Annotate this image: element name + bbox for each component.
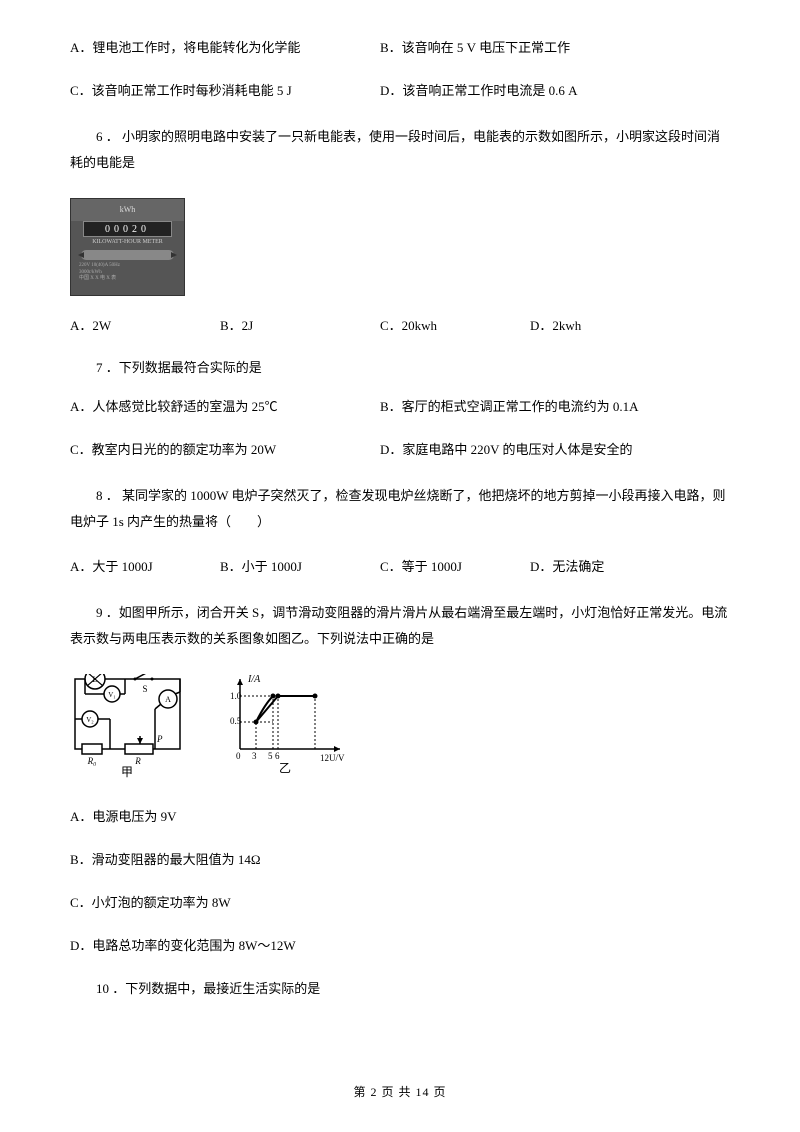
circuit-diagram: L V₁ V₂ S A R₀ (70, 674, 185, 779)
q9-images: L V₁ V₂ S A R₀ (70, 674, 730, 786)
q7-opt-b: B．客厅的柜式空调正常工作的电流约为 0.1A (380, 397, 639, 418)
svg-text:V₂: V₂ (86, 716, 94, 724)
prev-opt-a: A．锂电池工作时，将电能转化为化学能 (70, 38, 380, 59)
q6-opt-c: C．20kwh (380, 316, 530, 337)
q7-opt-c: C．教室内日光的的额定功率为 20W (70, 440, 380, 461)
svg-text:0.5: 0.5 (230, 716, 242, 726)
svg-text:R₀: R₀ (87, 756, 97, 766)
q6-options: A．2W B．2J C．20kwh D．2kwh (70, 316, 730, 337)
q7-text: 7 ．下列数据最符合实际的是 (70, 358, 730, 379)
prev-question-options-row2: C．该音响正常工作时每秒消耗电能 5 J D．该音响正常工作时电流是 0.6 A (70, 81, 730, 102)
meter-disc (81, 250, 174, 260)
meter-unit: kWh (71, 199, 184, 221)
q8-opt-c: C．等于 1000J (380, 557, 530, 578)
q7-options-row2: C．教室内日光的的额定功率为 20W D．家庭电路中 220V 的电压对人体是安… (70, 440, 730, 461)
svg-text:S: S (142, 684, 147, 694)
prev-opt-b: B．该音响在 5 V 电压下正常工作 (380, 38, 570, 59)
prev-question-options-row1: A．锂电池工作时，将电能转化为化学能 B．该音响在 5 V 电压下正常工作 (70, 38, 730, 59)
circuit-diagram-container: L V₁ V₂ S A R₀ (70, 674, 185, 786)
q7-opt-d: D．家庭电路中 220V 的电压对人体是安全的 (380, 440, 633, 461)
svg-text:V₁: V₁ (108, 691, 116, 699)
svg-text:5: 5 (268, 751, 273, 761)
svg-text:6: 6 (275, 751, 280, 761)
meter-label: KILOWATT-HOUR METER (71, 238, 184, 248)
page-footer: 第 2 页 共 14 页 (0, 1083, 800, 1102)
prev-opt-c: C．该音响正常工作时每秒消耗电能 5 J (70, 81, 380, 102)
q9-opt-d: D．电路总功率的变化范围为 8W～12W (70, 936, 730, 957)
svg-text:3: 3 (252, 751, 257, 761)
graph-diagram-container: I/A 12U/V 1.0 0.5 0 3 5 6 乙 (220, 674, 350, 781)
graph-diagram: I/A 12U/V 1.0 0.5 0 3 5 6 乙 (220, 674, 350, 774)
meter-image: kWh 00020 KILOWATT-HOUR METER 220V 10(40… (70, 198, 185, 296)
prev-opt-d: D．该音响正常工作时电流是 0.6 A (380, 81, 578, 102)
svg-text:A: A (165, 695, 171, 704)
svg-text:12U/V: 12U/V (320, 753, 345, 763)
q9-opt-a: A．电源电压为 9V (70, 807, 730, 828)
q6-opt-a: A．2W (70, 316, 220, 337)
q10-text: 10 ．下列数据中，最接近生活实际的是 (70, 979, 730, 1000)
q6-text: 6 ． 小明家的照明电路中安装了一只新电能表，使用一段时间后，电能表的示数如图所… (70, 124, 730, 176)
q9-opt-c: C．小灯泡的额定功率为 8W (70, 893, 730, 914)
q7-opt-a: A．人体感觉比较舒适的室温为 25℃ (70, 397, 380, 418)
svg-text:P: P (156, 734, 163, 744)
q8-opt-d: D．无法确定 (530, 557, 604, 578)
q6-opt-d: D．2kwh (530, 316, 581, 337)
meter-text: 220V 10(40)A 50Hz3000r/kWh中国 X X 电 X 表 (71, 263, 184, 283)
svg-text:乙: 乙 (279, 761, 291, 774)
q8-text: 8 ． 某同学家的 1000W 电炉子突然灭了，检查发现电炉丝烧断了，他把烧坏的… (70, 483, 730, 535)
svg-text:R: R (134, 756, 141, 766)
svg-text:1.0: 1.0 (230, 691, 242, 701)
q9-opt-b: B．滑动变阻器的最大阻值为 14Ω (70, 850, 730, 871)
q8-opt-a: A．大于 1000J (70, 557, 220, 578)
q8-options: A．大于 1000J B．小于 1000J C．等于 1000J D．无法确定 (70, 557, 730, 578)
q9-text: 9 ．如图甲所示，闭合开关 S，调节滑动变阻器的滑片滑片从最右端滑至最左端时，小… (70, 600, 730, 652)
q8-opt-b: B．小于 1000J (220, 557, 380, 578)
meter-reading: 00020 (83, 221, 172, 237)
svg-text:0: 0 (236, 751, 241, 761)
svg-text:I/A: I/A (247, 674, 261, 685)
q7-options-row1: A．人体感觉比较舒适的室温为 25℃ B．客厅的柜式空调正常工作的电流约为 0.… (70, 397, 730, 418)
q6-opt-b: B．2J (220, 316, 380, 337)
svg-text:甲: 甲 (121, 765, 133, 779)
